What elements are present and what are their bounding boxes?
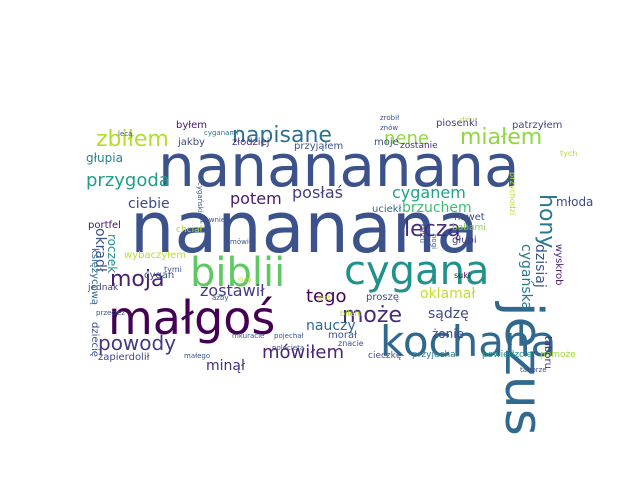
word: kochana — [380, 317, 556, 366]
word: taborze — [520, 366, 547, 374]
word: ciebie — [128, 196, 170, 212]
word: żonie — [432, 327, 464, 341]
word: mówił — [230, 238, 251, 246]
word: chciał — [176, 225, 203, 235]
word: łańcu — [418, 224, 426, 243]
word: bilem — [340, 309, 362, 318]
word: babami — [452, 223, 486, 233]
word: przychodzi — [508, 172, 517, 215]
word: lecą — [118, 130, 132, 138]
word: mkuracie — [232, 332, 264, 340]
word: byłem — [176, 120, 207, 131]
word: nawet — [454, 212, 485, 223]
word: nananana — [130, 187, 479, 269]
word: sądzę — [428, 306, 469, 322]
word: wyskrob — [553, 244, 564, 285]
word: jakby — [177, 137, 205, 148]
word: małego — [184, 352, 210, 360]
word: pomoże — [540, 350, 576, 360]
word: głupia — [86, 151, 123, 165]
word: uciekł — [372, 204, 402, 215]
word: dzisiaj — [532, 244, 548, 288]
word: przygoda — [86, 170, 170, 191]
word: proszę — [366, 292, 399, 303]
word: pownie — [200, 216, 225, 224]
word: młoda — [556, 195, 593, 209]
word: brzuchem — [402, 200, 472, 216]
word: posłaś — [292, 183, 343, 202]
word: nauczy — [306, 318, 356, 334]
word: przyjąłem — [294, 141, 343, 152]
word: moje — [374, 137, 399, 148]
word: zapierdolił — [98, 352, 150, 363]
word: wybaczyłem — [124, 250, 186, 261]
word: jezus — [493, 301, 553, 436]
word: okradł — [92, 228, 108, 272]
word: suki — [454, 271, 470, 280]
word: minął — [206, 358, 245, 374]
word: jest — [317, 294, 331, 302]
word: patrzyłem — [512, 120, 562, 131]
word: polecieta — [272, 344, 304, 352]
word: zbiłem — [96, 127, 169, 152]
word: powody — [98, 331, 176, 355]
word: zostanie — [400, 141, 438, 151]
word: pojechał — [274, 332, 304, 340]
word: znów — [380, 124, 398, 132]
word: portfel — [88, 220, 121, 231]
word: zostawił — [200, 281, 265, 300]
word: potem — [230, 189, 282, 208]
word: dziecię — [89, 322, 100, 357]
word: miałem — [460, 125, 542, 150]
word: ażby — [212, 294, 229, 302]
word: mówiłem — [262, 342, 344, 363]
word: głupi — [452, 235, 477, 246]
word: morał — [328, 330, 357, 341]
word: cieczkę — [368, 351, 402, 361]
word: oklamał — [420, 286, 475, 302]
word: ilicy — [238, 276, 252, 284]
word: małgoś — [108, 291, 275, 345]
word: tymi — [164, 265, 182, 274]
word: cyganami — [204, 129, 238, 137]
word: powiedzcie — [482, 350, 533, 360]
word: tych — [560, 149, 577, 158]
word: jednak — [87, 283, 119, 293]
word: leczą — [404, 217, 461, 242]
word: zrobił — [380, 114, 399, 122]
word: cygańskie — [196, 182, 204, 217]
word: nanananana — [158, 132, 520, 200]
word: biblii — [190, 250, 285, 296]
word: złodziej — [232, 137, 270, 148]
word: tego — [306, 286, 347, 307]
word: nene — [384, 128, 429, 149]
word: przeciez — [96, 309, 125, 317]
word: znacie — [338, 339, 364, 348]
word: roczek — [105, 234, 119, 273]
word: piosenki — [436, 118, 478, 129]
word: cygana — [344, 248, 489, 294]
word: hony — [534, 194, 559, 248]
word: może — [342, 303, 402, 328]
word: cygańska — [518, 244, 534, 310]
word: taboru — [542, 336, 553, 369]
word: cyganem — [392, 183, 466, 202]
word: przyjechał — [412, 350, 459, 360]
word: dziur — [460, 116, 477, 124]
word: nogi — [430, 234, 438, 249]
word: księżycową — [89, 248, 100, 305]
word: moja — [110, 267, 164, 292]
word: cygan — [144, 270, 174, 281]
word: napisane — [232, 123, 332, 148]
